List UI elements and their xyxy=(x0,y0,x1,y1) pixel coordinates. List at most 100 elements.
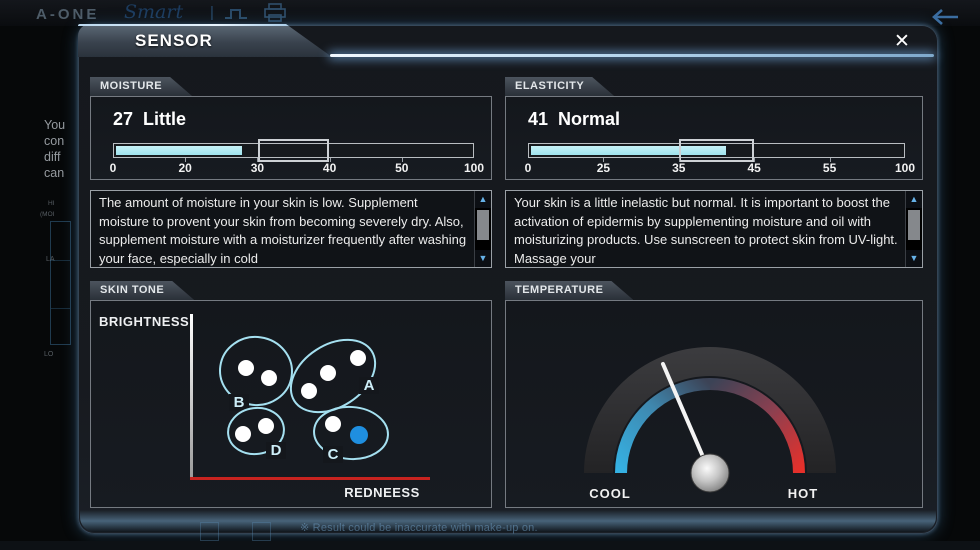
tick-label: 45 xyxy=(747,161,761,175)
elasticity-description-box: Your skin is a little inelastic but norm… xyxy=(505,190,923,268)
elasticity-scale: 0 25 35 45 55 100 xyxy=(524,158,915,175)
tick-label: 40 xyxy=(322,161,337,175)
moisture-slider xyxy=(113,139,474,162)
printer-icon xyxy=(264,3,286,22)
bg-text-fragment: can xyxy=(44,166,65,180)
moisture-scale: 0 20 30 40 50 100 xyxy=(109,158,484,175)
tone-dot xyxy=(258,418,274,434)
skin-tone-panel-tab: SKIN TONE xyxy=(90,281,194,300)
elasticity-panel-tab: ELASTICITY xyxy=(505,77,614,96)
cluster-label: D xyxy=(271,442,282,459)
elasticity-value-level: Normal xyxy=(558,109,621,129)
moisture-slider-fill xyxy=(116,146,242,155)
scale-notch xyxy=(829,158,831,162)
skin-tone-panel: BRIGHTNESS REDNEESS B A D C xyxy=(90,300,492,508)
current-tone-dot xyxy=(350,426,368,444)
cluster-label-halo xyxy=(359,377,379,394)
cluster-label-halo xyxy=(229,394,249,411)
bg-checkbox xyxy=(252,522,271,541)
temperature-gauge: COOL HOT xyxy=(584,347,836,501)
page-bottom-strip xyxy=(0,541,980,550)
moisture-description: The amount of moisture in your skin is l… xyxy=(99,195,467,266)
temperature-panel-tab: TEMPERATURE xyxy=(505,281,633,300)
cluster-outline xyxy=(289,338,377,414)
scale-notch xyxy=(678,158,680,162)
cluster-label: C xyxy=(328,446,339,463)
close-icon[interactable]: ✕ xyxy=(894,31,910,52)
elasticity-panel: 41 Normal 0 25 35 45 55 100 xyxy=(505,96,923,180)
moisture-panel-tab: MOISTURE xyxy=(90,77,192,96)
elasticity-normal-range-box xyxy=(679,139,754,162)
tick-label: 25 xyxy=(596,161,611,175)
scale-notch xyxy=(257,158,259,162)
tone-dot xyxy=(235,426,251,442)
tick-label: 55 xyxy=(822,161,837,175)
tick-label: 100 xyxy=(463,161,485,175)
gauge-hot-label: HOT xyxy=(788,486,818,501)
cluster-label-halo xyxy=(323,446,343,463)
moisture-value-number: 27 xyxy=(113,109,134,129)
tick-label: 0 xyxy=(109,161,117,175)
tone-dot xyxy=(261,370,277,386)
scroll-down-icon[interactable]: ▼ xyxy=(906,250,922,267)
scale-notch xyxy=(185,158,187,162)
tick-label: 35 xyxy=(672,161,686,175)
scale-notch xyxy=(329,158,331,162)
tick-label: 0 xyxy=(524,161,532,175)
dialog-title: SENSOR xyxy=(135,31,213,50)
dialog-footer-glow xyxy=(80,510,936,532)
dialog-title-tab: SENSOR xyxy=(78,24,332,57)
tone-dot xyxy=(301,383,317,399)
tone-dot xyxy=(320,365,336,381)
tone-dot xyxy=(325,416,341,432)
gauge-outer-ring xyxy=(584,347,836,473)
moisture-value-level: Little xyxy=(143,109,187,129)
topbar-divider: | xyxy=(210,4,214,21)
tab-glow-edge xyxy=(78,24,308,26)
gauge-needle xyxy=(661,362,712,475)
x-axis-line xyxy=(190,477,430,480)
y-axis-line xyxy=(190,314,193,479)
x-axis-label: REDNEESS xyxy=(344,485,420,500)
temperature-panel: COOL HOT xyxy=(505,300,923,508)
bg-checkbox xyxy=(200,522,219,541)
cluster-label: A xyxy=(364,377,375,394)
scrollbar-thumb[interactable] xyxy=(908,210,920,240)
elasticity-value: 41 Normal xyxy=(528,109,620,130)
cluster-label: B xyxy=(234,394,245,411)
scrollbar-thumb[interactable] xyxy=(477,210,489,240)
bg-chart-frame xyxy=(50,221,71,345)
cluster-outline xyxy=(219,335,293,407)
scroll-up-icon[interactable]: ▲ xyxy=(475,191,491,208)
back-arrow-icon[interactable] xyxy=(928,8,960,26)
bg-footer-note: ※ Result could be inaccurate with make-u… xyxy=(300,522,538,534)
tick-label: 30 xyxy=(250,161,265,175)
bg-tiny-label: LO xyxy=(44,351,54,358)
gauge-hot-arc xyxy=(709,378,805,474)
cluster-outline xyxy=(227,406,285,456)
elasticity-scrollbar[interactable]: ▲ ▼ xyxy=(905,191,922,267)
gauge-cool-label: COOL xyxy=(589,486,631,501)
app-top-bar: A-ONE Smart | xyxy=(0,0,980,26)
moisture-panel: 27 Little 0 20 30 40 50 100 xyxy=(90,96,492,180)
moisture-value: 27 Little xyxy=(113,109,186,130)
moisture-scrollbar[interactable]: ▲ ▼ xyxy=(474,191,491,267)
tone-clusters: B A D C xyxy=(219,335,389,463)
tone-dot xyxy=(238,360,254,376)
scale-notch xyxy=(754,158,756,162)
elasticity-value-number: 41 xyxy=(528,109,549,129)
moisture-normal-range-box xyxy=(257,139,330,162)
moisture-description-box: The amount of moisture in your skin is l… xyxy=(90,190,492,268)
bg-tiny-label: (MOI xyxy=(40,211,55,218)
bg-text-fragment: diff xyxy=(44,150,61,164)
scale-notch xyxy=(401,158,403,162)
tick-label: 100 xyxy=(894,161,916,175)
y-axis-label: BRIGHTNESS xyxy=(99,314,189,329)
cluster-outline xyxy=(313,405,389,461)
scale-notch xyxy=(603,158,605,162)
brand-logo: A-ONE xyxy=(36,6,100,23)
scroll-up-icon[interactable]: ▲ xyxy=(906,191,922,208)
scroll-down-icon[interactable]: ▼ xyxy=(475,250,491,267)
waveform-icon xyxy=(225,9,247,19)
